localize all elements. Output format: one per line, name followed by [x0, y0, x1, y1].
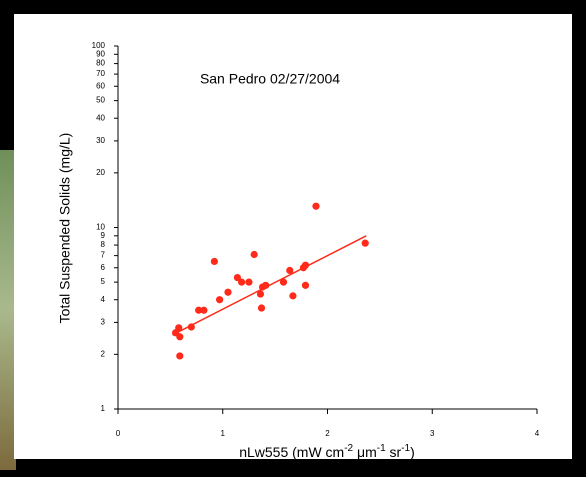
y-tick-label: 60 — [96, 81, 105, 90]
y-tick-label: 8 — [101, 240, 106, 249]
x-tick-label: 3 — [430, 429, 435, 438]
point — [279, 278, 288, 286]
y-tick-label: 9 — [101, 231, 106, 240]
x-axis-label-part: -1 — [401, 443, 410, 454]
point — [256, 290, 265, 298]
x-tick-label: 0 — [116, 429, 121, 438]
point — [286, 266, 294, 275]
point — [361, 239, 369, 247]
point — [289, 292, 297, 300]
point — [224, 288, 232, 296]
point — [312, 202, 320, 210]
y-tick-label: 40 — [96, 113, 105, 122]
x-axis-label-part: nLw555 (mW cm — [239, 444, 344, 460]
point — [301, 281, 310, 289]
point — [245, 278, 253, 286]
x-axis-label-part: sr — [386, 444, 402, 460]
y-tick-label: 2 — [101, 349, 106, 358]
y-tick-label: 5 — [101, 277, 106, 286]
point — [216, 296, 224, 304]
y-tick-label: 20 — [96, 168, 105, 177]
point — [176, 333, 184, 341]
point — [187, 323, 195, 331]
point — [301, 261, 310, 269]
point — [210, 257, 218, 266]
y-tick-label: 1 — [101, 404, 106, 413]
background-image — [0, 150, 16, 470]
point — [175, 324, 183, 332]
x-axis-label-part: μm — [353, 444, 377, 460]
x-tick-label: 4 — [535, 429, 540, 438]
y-tick-label: 30 — [96, 136, 105, 145]
y-tick-label: 70 — [96, 69, 105, 78]
y-tick-label: 3 — [101, 318, 106, 327]
y-tick-label: 4 — [101, 295, 106, 304]
point — [250, 250, 258, 259]
point — [176, 352, 184, 360]
x-axis-label-part: ) — [410, 444, 415, 460]
point — [200, 306, 208, 314]
point — [195, 306, 203, 314]
x-tick-label: 2 — [325, 429, 330, 438]
point — [238, 278, 246, 286]
x-axis-label-part: -2 — [344, 443, 353, 454]
point — [262, 281, 270, 289]
annotation: San Pedro 02/27/2004 — [200, 71, 340, 87]
y-tick-label: 100 — [92, 41, 106, 50]
y-tick-label: 7 — [101, 251, 106, 260]
x-axis-label: nLw555 (mW cm-2 μm-1 sr-1) — [239, 443, 415, 460]
y-tick-label: 6 — [101, 263, 106, 272]
y-axis-label: Total Suspended Solids (mg/L) — [57, 133, 73, 324]
plot-panel — [14, 14, 572, 459]
y-tick-label: 50 — [96, 96, 105, 105]
x-tick-label: 1 — [221, 429, 226, 438]
y-tick-label: 10 — [96, 223, 105, 232]
y-tick-label: 90 — [96, 49, 105, 58]
point — [257, 304, 266, 312]
y-tick-label: 80 — [96, 59, 105, 68]
x-axis-label-part: -1 — [377, 443, 386, 454]
trend-line — [172, 235, 367, 336]
point — [233, 273, 242, 282]
